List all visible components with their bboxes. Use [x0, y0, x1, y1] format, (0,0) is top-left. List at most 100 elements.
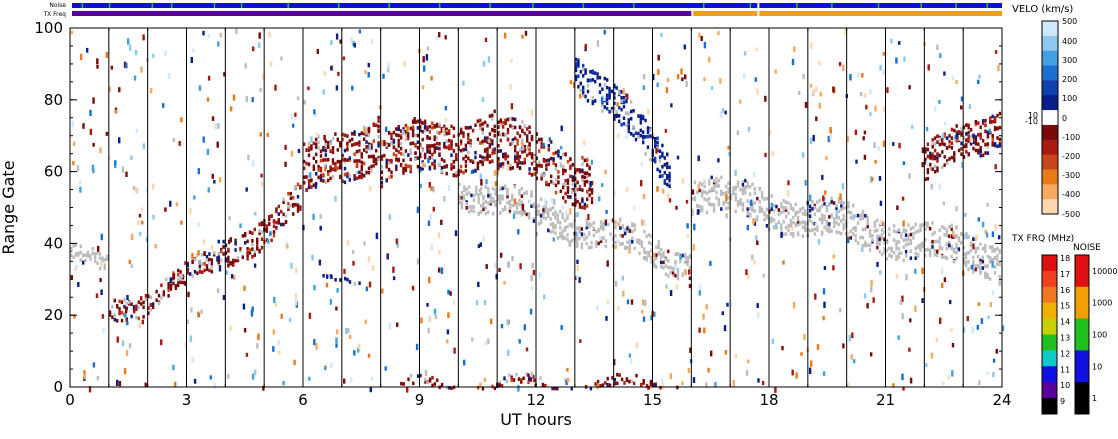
data-cell — [529, 376, 533, 381]
scatter-cell — [985, 232, 989, 238]
data-cell — [955, 225, 958, 229]
scatter-cell — [434, 314, 438, 319]
scatter-cell — [960, 105, 963, 110]
data-cell — [866, 215, 869, 220]
data-cell — [652, 262, 656, 267]
data-cell — [981, 266, 985, 270]
data-cell — [409, 167, 412, 172]
data-cell — [476, 161, 480, 166]
scatter-cell — [848, 334, 851, 342]
data-cell — [404, 130, 408, 134]
data-cell — [828, 202, 831, 207]
data-cell — [407, 136, 410, 141]
data-cell — [472, 193, 476, 198]
data-cell — [564, 152, 567, 156]
data-cell — [135, 307, 138, 311]
data-cell — [613, 114, 616, 118]
data-cell — [818, 198, 821, 203]
data-cell — [715, 182, 718, 186]
data-cell — [426, 127, 429, 132]
scatter-cell — [530, 109, 534, 116]
data-cell — [210, 265, 213, 270]
data-cell — [622, 100, 626, 105]
scatter-cell — [604, 169, 607, 175]
data-cell — [566, 178, 570, 183]
data-cell — [547, 228, 550, 233]
data-cell — [741, 189, 745, 193]
data-cell — [167, 282, 170, 286]
data-cell — [135, 304, 138, 308]
scatter-cell — [936, 44, 939, 51]
data-cell — [208, 257, 211, 262]
data-cell — [409, 126, 412, 131]
scatter-cell — [802, 73, 805, 79]
data-cell — [563, 226, 567, 230]
scatter-cell — [258, 32, 261, 39]
data-cell — [234, 248, 237, 252]
data-cell — [210, 261, 213, 266]
data-cell — [748, 192, 752, 196]
data-cell — [528, 171, 531, 175]
data-cell — [844, 205, 848, 210]
scatter-cell — [444, 105, 448, 111]
scatter-cell — [688, 283, 692, 289]
scatter-cell — [822, 195, 825, 202]
data-cell — [658, 149, 662, 153]
data-cell — [808, 214, 812, 218]
data-cell — [545, 180, 548, 185]
data-cell — [248, 248, 252, 252]
data-cell — [986, 144, 990, 149]
data-cell — [499, 211, 502, 215]
scatter-cell — [647, 108, 650, 115]
data-cell — [501, 196, 504, 201]
noise-colorbar-swatch — [1075, 255, 1089, 288]
noise-strip-spike — [151, 3, 154, 8]
scatter-cell — [251, 373, 255, 380]
scatter-cell — [365, 286, 369, 292]
data-cell — [681, 253, 684, 258]
data-cell — [296, 182, 300, 187]
data-cell — [508, 206, 512, 210]
scatter-cell — [703, 77, 706, 82]
data-cell — [955, 139, 958, 143]
data-cell — [542, 173, 546, 177]
noise-colorbar-frame — [1074, 254, 1090, 415]
scatter-cell — [308, 376, 311, 381]
data-cell — [528, 130, 531, 135]
scatter-cell — [79, 186, 82, 193]
data-cell — [945, 146, 949, 150]
data-cell — [552, 157, 555, 161]
data-cell — [900, 235, 903, 239]
data-cell — [365, 127, 368, 131]
data-cell — [455, 170, 458, 175]
data-cell — [599, 224, 603, 228]
data-cell — [372, 164, 375, 168]
data-cell — [322, 173, 325, 177]
data-cell — [640, 240, 644, 244]
data-cell — [780, 223, 783, 227]
scatter-cell — [482, 236, 485, 242]
data-cell — [592, 233, 596, 238]
data-cell — [657, 252, 660, 256]
scatter-cell — [656, 186, 659, 192]
data-cell — [890, 249, 893, 253]
data-cell — [591, 78, 594, 82]
data-cell — [566, 225, 569, 229]
data-cell — [849, 215, 853, 220]
data-cell — [70, 246, 73, 251]
data-cell — [503, 207, 507, 211]
data-cell — [484, 185, 488, 189]
noise-strip-spike — [920, 3, 922, 8]
data-cell — [380, 184, 384, 189]
scatter-cell — [421, 162, 425, 168]
scatter-cell — [323, 70, 327, 76]
velocity-colorbar-swatch — [1042, 21, 1058, 37]
data-cell — [933, 142, 937, 146]
data-cell — [443, 165, 446, 169]
data-cell — [631, 236, 634, 241]
scatter-cell — [346, 240, 350, 246]
data-cell — [499, 118, 502, 122]
data-cell — [977, 142, 980, 146]
data-cell — [554, 223, 557, 228]
data-cell — [986, 151, 990, 155]
